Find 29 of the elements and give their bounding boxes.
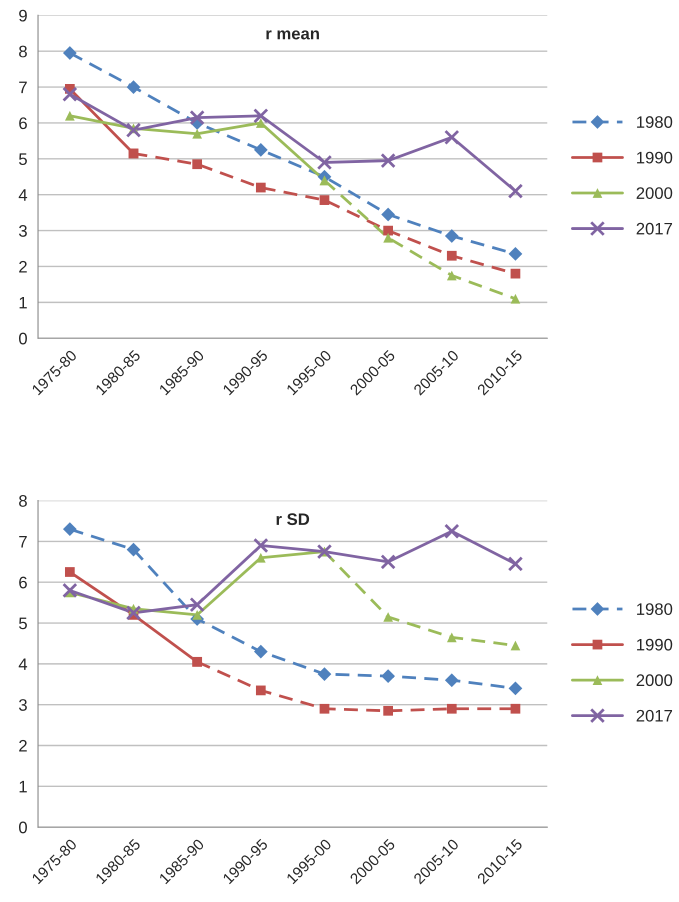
y-tick-label: 7	[19, 536, 27, 548]
legend-label: 2017	[636, 222, 672, 235]
y-tick-label: 6	[19, 576, 27, 588]
y-tick-label: 5	[19, 618, 27, 630]
legend-label: 1980	[637, 603, 672, 616]
legend-label: 2017	[636, 710, 672, 722]
legend-label: 1990	[637, 638, 672, 651]
y-tick-label: 6	[19, 117, 27, 130]
y-tick-label: 4	[18, 658, 28, 670]
text: r mean	[266, 30, 319, 40]
legend-label: 2000	[636, 187, 672, 200]
y-tick-label: 9	[19, 10, 27, 22]
y-tick-label: 7	[19, 82, 27, 94]
y-tick-label: 3	[18, 225, 27, 237]
y-tick-label: 1	[20, 780, 27, 792]
y-tick-label: 1	[20, 296, 27, 308]
legend-label: 1980	[637, 116, 672, 128]
y-tick-label: 8	[19, 46, 27, 58]
y-tick-label: 3	[18, 699, 27, 711]
legend-label: 1990	[637, 152, 672, 164]
legend-label: 2000	[636, 674, 672, 686]
y-tick-label: 0	[18, 332, 27, 344]
y-tick-label: 4	[18, 189, 28, 201]
y-tick-label: 0	[18, 822, 27, 834]
y-tick-label: 8	[19, 495, 27, 507]
y-tick-label: 5	[19, 153, 27, 166]
text: r SD	[276, 513, 310, 526]
y-tick-label: 2	[19, 260, 27, 273]
y-tick-label: 2	[19, 740, 27, 752]
